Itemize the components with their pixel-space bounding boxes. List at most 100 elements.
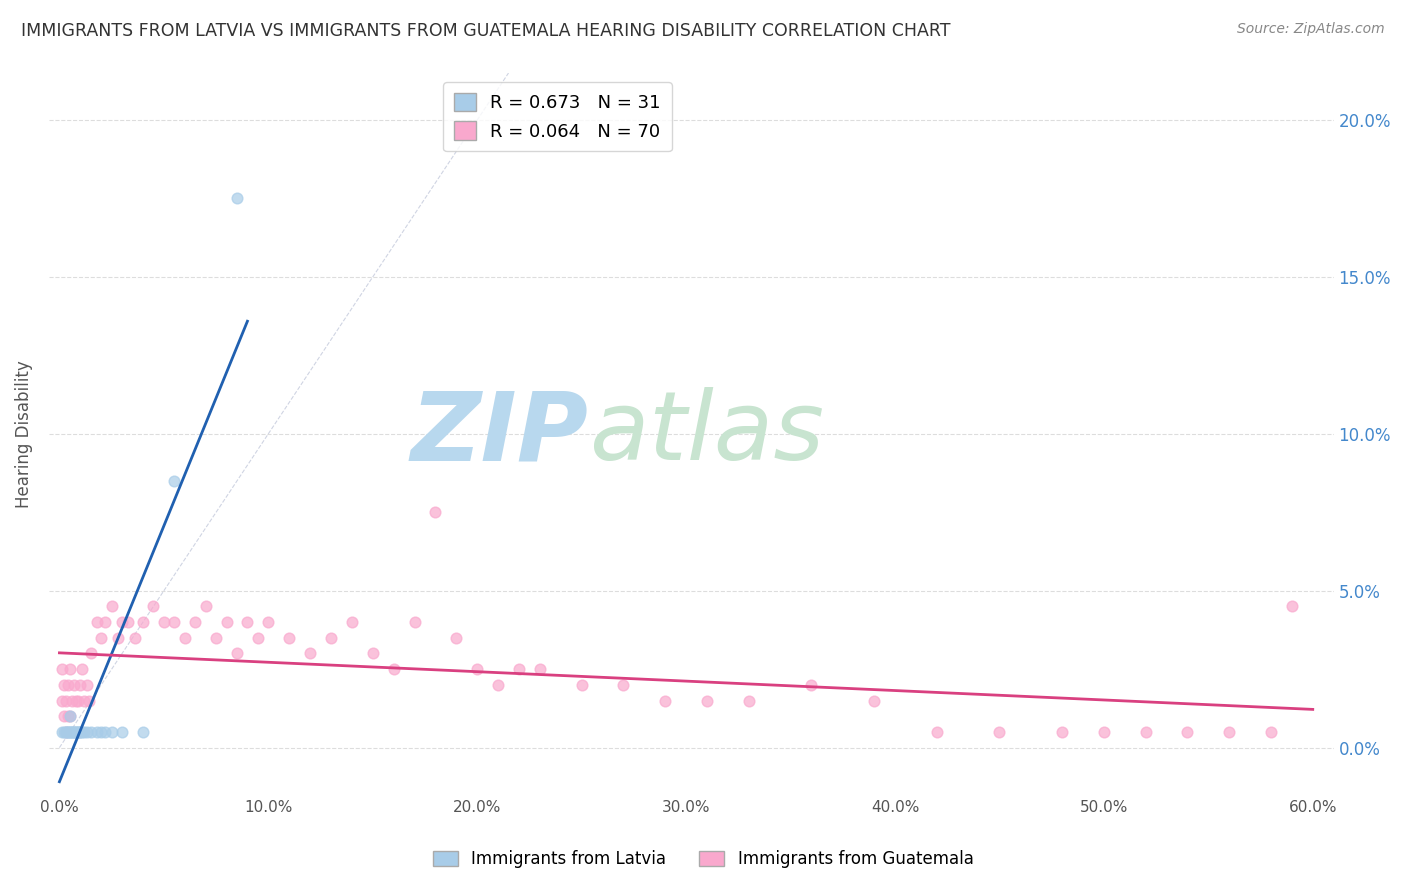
Point (52, 709, 75, 723)
Point (67, 693, 90, 707)
Point (863, 693, 886, 707)
Point (654, 693, 676, 707)
Point (1260, 725, 1282, 739)
Point (132, 615, 155, 629)
Point (132, 725, 155, 739)
Point (67, 725, 90, 739)
Text: ZIP: ZIP (411, 387, 589, 480)
Point (1050, 725, 1073, 739)
Point (404, 615, 426, 629)
Y-axis label: Hearing Disability: Hearing Disability (15, 360, 32, 508)
Point (382, 662, 405, 676)
Point (173, 631, 195, 645)
Point (800, 678, 823, 692)
Point (59, 709, 82, 723)
Point (153, 615, 176, 629)
Point (65, 693, 87, 707)
Point (51, 693, 73, 707)
Point (612, 678, 634, 692)
Point (205, 631, 228, 645)
Point (1218, 725, 1240, 739)
Point (738, 693, 761, 707)
Point (163, 474, 186, 488)
Point (59, 725, 82, 739)
Point (51, 725, 73, 739)
Point (340, 615, 363, 629)
Point (446, 631, 468, 645)
Point (361, 647, 384, 661)
Point (63, 725, 86, 739)
Point (73, 725, 96, 739)
Point (111, 615, 134, 629)
Point (1135, 725, 1157, 739)
Legend: Immigrants from Latvia, Immigrants from Guatemala: Immigrants from Latvia, Immigrants from … (426, 844, 980, 875)
Point (80, 725, 103, 739)
Point (696, 693, 718, 707)
Point (124, 631, 146, 645)
Point (226, 647, 249, 661)
Point (60, 693, 83, 707)
Text: Source: ZipAtlas.com: Source: ZipAtlas.com (1237, 22, 1385, 37)
Point (60, 725, 83, 739)
Point (55, 725, 77, 739)
Point (52, 678, 75, 692)
Point (55, 725, 77, 739)
Point (59, 662, 82, 676)
Point (988, 725, 1011, 739)
Point (100, 599, 122, 614)
Legend: R = 0.673   N = 31, R = 0.064   N = 70: R = 0.673 N = 31, R = 0.064 N = 70 (443, 82, 672, 152)
Point (163, 615, 186, 629)
Point (257, 615, 280, 629)
Point (56, 725, 79, 739)
Point (184, 615, 207, 629)
Point (117, 615, 139, 629)
Point (94, 725, 117, 739)
Point (59, 725, 82, 739)
Point (59, 709, 82, 723)
Point (69, 678, 91, 692)
Point (94, 615, 117, 629)
Point (67, 725, 90, 739)
Point (226, 192, 249, 206)
Point (60, 725, 83, 739)
Point (142, 599, 165, 614)
Point (529, 662, 551, 676)
Point (63, 725, 86, 739)
Point (465, 662, 488, 676)
Point (111, 725, 134, 739)
Point (107, 631, 129, 645)
Point (486, 678, 509, 692)
Point (194, 599, 217, 614)
Point (56, 678, 79, 692)
Point (236, 615, 259, 629)
Point (65, 725, 87, 739)
Point (925, 725, 948, 739)
Point (69, 725, 91, 739)
Point (508, 662, 530, 676)
Point (246, 631, 269, 645)
Point (425, 505, 447, 519)
Point (1177, 725, 1199, 739)
Text: atlas: atlas (589, 387, 824, 480)
Point (76, 725, 98, 739)
Point (55, 693, 77, 707)
Text: IMMIGRANTS FROM LATVIA VS IMMIGRANTS FROM GUATEMALA HEARING DISABILITY CORRELATI: IMMIGRANTS FROM LATVIA VS IMMIGRANTS FRO… (21, 22, 950, 40)
Point (69, 725, 91, 739)
Point (51, 662, 73, 676)
Point (65, 725, 87, 739)
Point (55, 725, 77, 739)
Point (73, 693, 96, 707)
Point (76, 678, 98, 692)
Point (72, 725, 94, 739)
Point (86, 725, 108, 739)
Point (319, 631, 342, 645)
Point (90, 725, 112, 739)
Point (215, 615, 238, 629)
Point (1092, 725, 1115, 739)
Point (72, 662, 94, 676)
Point (1281, 599, 1303, 614)
Point (52, 725, 75, 739)
Point (278, 631, 301, 645)
Point (56, 725, 79, 739)
Point (80, 647, 103, 661)
